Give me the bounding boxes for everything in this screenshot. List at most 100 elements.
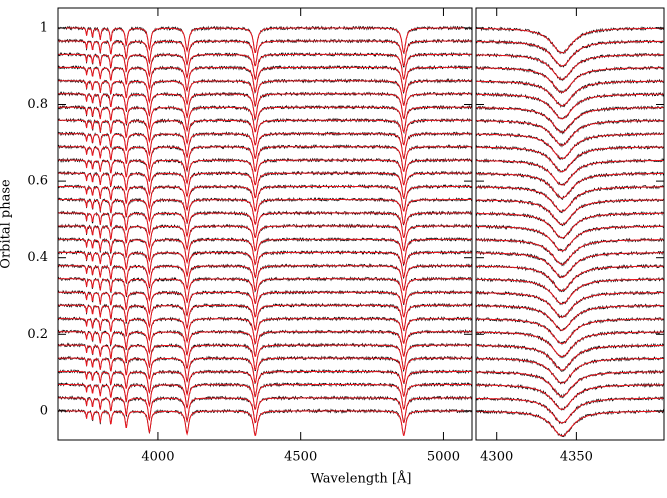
model-spectrum <box>58 27 472 53</box>
model-spectrum <box>58 199 472 225</box>
model-spectrum <box>476 27 664 54</box>
x-tick-label: 5000 <box>427 450 460 465</box>
model-spectrum <box>58 278 472 304</box>
x-axis-label: Wavelength [Å] <box>311 471 412 487</box>
observed-spectrum <box>476 237 664 267</box>
model-spectrum <box>58 40 472 66</box>
y-tick-label: 0 <box>40 403 48 418</box>
model-spectrum <box>58 80 472 106</box>
y-tick-label: 1 <box>40 20 48 35</box>
left-frame <box>57 7 473 441</box>
model-spectrum <box>58 106 472 133</box>
model-spectrum <box>58 384 472 410</box>
model-spectrum <box>476 54 664 80</box>
observed-spectrum <box>476 408 664 438</box>
observed-spectrum <box>476 171 664 200</box>
model-spectrum <box>58 93 472 119</box>
x-tick-label: 4000 <box>141 450 174 465</box>
observed-spectrum <box>476 26 664 55</box>
model-spectrum <box>476 160 664 186</box>
y-tick-label: 0.8 <box>27 97 48 112</box>
left-panel-plot <box>58 25 472 436</box>
x-tick-label: 4350 <box>560 450 593 465</box>
observed-spectrum <box>476 250 664 279</box>
model-spectrum <box>476 146 664 173</box>
model-spectrum <box>476 397 664 424</box>
model-spectrum <box>476 80 664 107</box>
observed-spectrum <box>476 395 664 425</box>
model-spectrum <box>58 291 472 318</box>
model-spectrum <box>476 212 664 239</box>
model-spectrum <box>476 67 664 93</box>
model-spectrum <box>58 53 472 80</box>
model-spectrum <box>476 410 664 437</box>
model-spectrum <box>476 107 664 133</box>
model-spectrum <box>58 251 472 278</box>
model-spectrum <box>476 331 664 357</box>
observed-spectrum <box>58 210 472 239</box>
model-spectrum <box>476 93 664 120</box>
model-spectrum <box>58 212 472 238</box>
model-spectrum <box>58 225 472 251</box>
model-spectrum <box>58 159 472 186</box>
model-spectrum <box>476 186 664 212</box>
model-spectrum <box>476 278 664 305</box>
y-tick-label: 0.2 <box>27 327 48 342</box>
model-spectrum <box>476 371 664 397</box>
model-spectrum <box>476 40 664 67</box>
model-spectrum <box>58 397 472 423</box>
model-spectrum <box>476 384 664 410</box>
right-panel-plot <box>476 26 664 438</box>
observed-spectrum <box>58 408 472 436</box>
model-spectrum <box>58 66 472 93</box>
model-spectrum <box>58 265 472 291</box>
model-spectrum <box>476 252 664 278</box>
model-spectrum <box>58 238 472 265</box>
observed-spectrum <box>476 210 664 240</box>
observed-spectrum <box>476 144 664 174</box>
observed-spectrum <box>476 184 664 214</box>
model-spectrum <box>58 146 472 172</box>
y-axis-label: Orbital phase <box>0 179 14 269</box>
observed-spectrum <box>476 91 664 120</box>
model-spectrum <box>58 318 472 344</box>
model-spectrum <box>476 173 664 199</box>
model-spectrum <box>58 410 472 436</box>
model-spectrum <box>476 292 664 318</box>
model-spectrum <box>476 318 664 344</box>
model-spectrum <box>58 186 472 212</box>
model-spectrum <box>58 304 472 331</box>
observed-spectrum <box>476 329 664 359</box>
model-spectrum <box>476 265 664 292</box>
observed-spectrum <box>476 157 664 186</box>
y-tick-label: 0.6 <box>27 174 48 189</box>
y-tick-label: 0.4 <box>27 250 48 265</box>
observed-spectrum <box>476 303 664 332</box>
x-tick-label: 4300 <box>480 450 513 465</box>
observed-spectrum <box>476 223 664 253</box>
model-spectrum <box>58 172 472 199</box>
model-spectrum <box>476 305 664 331</box>
observed-spectrum <box>476 263 664 293</box>
observed-spectrum <box>476 276 664 306</box>
model-spectrum <box>476 239 664 265</box>
x-tick-label: 4500 <box>284 450 317 465</box>
model-spectrum <box>58 357 472 384</box>
model-spectrum <box>476 344 664 371</box>
model-spectrum <box>476 133 664 159</box>
model-spectrum <box>58 371 472 397</box>
observed-spectrum <box>58 183 472 212</box>
observed-spectrum <box>476 65 664 94</box>
model-spectrum <box>58 331 472 357</box>
model-spectrum <box>476 225 664 252</box>
model-spectrum <box>476 358 664 384</box>
observed-spectrum <box>476 316 664 346</box>
model-spectrum <box>476 120 664 146</box>
observed-spectrum <box>476 78 664 108</box>
model-spectrum <box>58 344 472 371</box>
model-spectrum <box>58 133 472 159</box>
observed-spectrum <box>476 118 664 148</box>
right-frame <box>475 7 665 441</box>
